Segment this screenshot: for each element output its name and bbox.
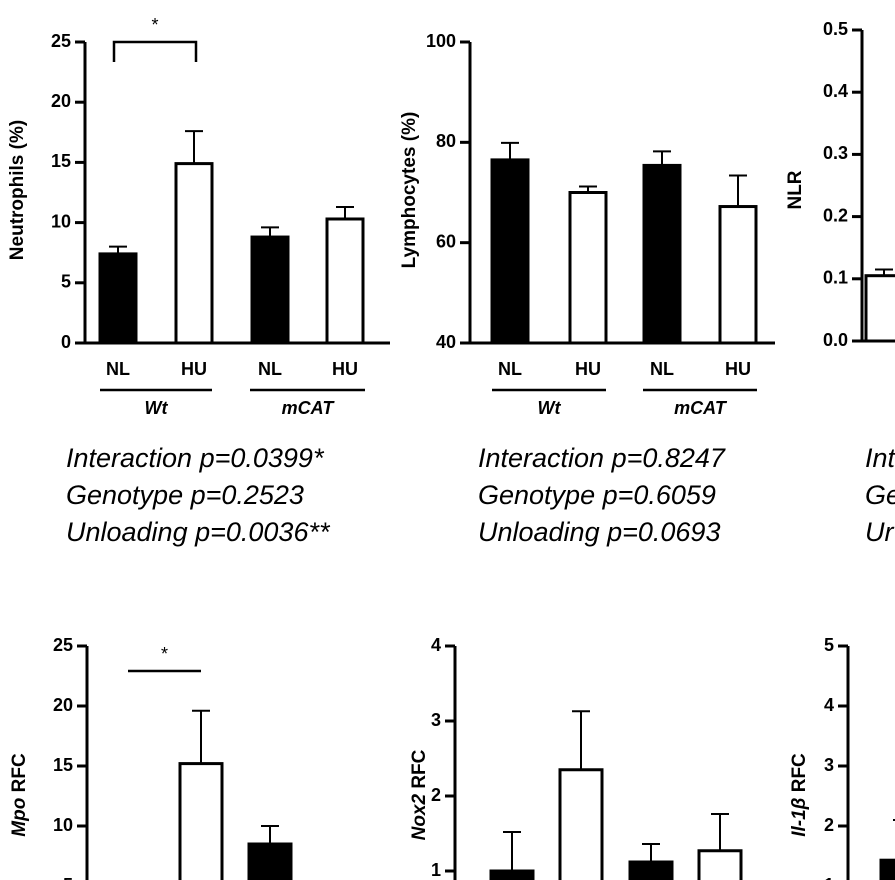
y-label-unit: RFC — [409, 749, 430, 794]
y-axis-label: Lymphocytes (%) — [399, 112, 420, 269]
x-tick-label: NL — [650, 359, 674, 379]
stat-line: Ur — [865, 517, 894, 547]
x-tick-label: NL — [258, 359, 282, 379]
y-tick-label: 0.4 — [823, 81, 848, 101]
group-label: Wt — [145, 398, 169, 418]
y-axis-label: Mpo RFC — [9, 753, 30, 837]
y-label-gene: Il-1β — [789, 797, 810, 836]
y-label-unit: RFC — [9, 753, 30, 798]
bar — [697, 849, 743, 880]
y-axis-label: Neutrophils (%) — [7, 120, 28, 260]
stat-line: Ge — [865, 480, 895, 510]
bar — [325, 217, 365, 345]
y-tick-label: 5 — [63, 875, 73, 880]
y-tick-label: 25 — [51, 31, 71, 51]
y-tick-label: 2 — [431, 785, 441, 805]
y-tick-label: 60 — [436, 231, 456, 251]
y-tick-label: 0 — [61, 332, 71, 352]
x-tick-label: HU — [725, 359, 751, 379]
bar — [864, 274, 895, 343]
y-axis-label: Il-1β RFC — [789, 753, 810, 837]
stat-line: Interaction p=0.0399* — [66, 443, 325, 473]
bar — [247, 842, 293, 880]
y-tick-label: 0.1 — [823, 268, 848, 288]
bar — [568, 191, 608, 345]
x-tick-label: HU — [575, 359, 601, 379]
significance-label: * — [161, 644, 168, 664]
y-tick-label: 1 — [431, 860, 441, 880]
y-tick-label: 5 — [824, 635, 834, 655]
bar — [174, 162, 214, 345]
bar — [642, 163, 682, 345]
x-tick-label: HU — [181, 359, 207, 379]
y-tick-label: 10 — [53, 815, 73, 835]
y-tick-label: 0.3 — [823, 143, 848, 163]
bar — [879, 858, 895, 880]
group-label: Wt — [538, 398, 562, 418]
significance-bracket — [112, 40, 198, 62]
y-label-unit: RFC — [789, 753, 810, 798]
y-tick-label: 0.2 — [823, 205, 848, 225]
bar — [98, 252, 138, 345]
y-axis-label: NLR — [785, 170, 806, 209]
y-tick-label: 4 — [824, 695, 834, 715]
y-axis-label: Nox2 RFC — [409, 749, 430, 840]
significance-label: * — [151, 15, 158, 35]
y-tick-label: 25 — [53, 635, 73, 655]
y-tick-label: 0.5 — [823, 19, 848, 39]
bar — [490, 158, 530, 345]
y-tick-label: 40 — [436, 332, 456, 352]
y-tick-label: 15 — [53, 755, 73, 775]
stat-line: Unloading p=0.0036** — [66, 517, 331, 547]
x-tick-label: HU — [332, 359, 358, 379]
group-label: mCAT — [282, 398, 336, 418]
stat-line: Unloading p=0.0693 — [478, 517, 720, 547]
stat-line: Genotype p=0.2523 — [66, 480, 304, 510]
y-tick-label: 0.0 — [823, 330, 848, 350]
y-tick-label: 3 — [431, 710, 441, 730]
y-tick-label: 2 — [824, 815, 834, 835]
y-label-gene: Mpo — [9, 798, 30, 837]
stat-line: Int — [865, 443, 895, 473]
y-tick-label: 3 — [824, 755, 834, 775]
bar — [178, 762, 224, 880]
y-tick-label: 1 — [824, 875, 834, 880]
y-tick-label: 10 — [51, 211, 71, 231]
y-tick-label: 20 — [53, 695, 73, 715]
y-tick-label: 20 — [51, 91, 71, 111]
x-tick-label: NL — [498, 359, 522, 379]
x-tick-label: NL — [106, 359, 130, 379]
bar — [558, 768, 604, 880]
bar — [628, 860, 674, 880]
y-label-gene: Nox2 — [409, 794, 430, 841]
y-tick-label: 15 — [51, 151, 71, 171]
y-tick-label: 100 — [426, 31, 456, 51]
y-tick-label: 4 — [431, 635, 441, 655]
bar — [489, 869, 535, 880]
bar — [718, 205, 758, 345]
bar — [250, 235, 290, 345]
y-tick-label: 5 — [61, 272, 71, 292]
stat-line: Interaction p=0.8247 — [478, 443, 726, 473]
stat-line: Genotype p=0.6059 — [478, 480, 716, 510]
group-label: mCAT — [674, 398, 728, 418]
y-tick-label: 80 — [436, 131, 456, 151]
